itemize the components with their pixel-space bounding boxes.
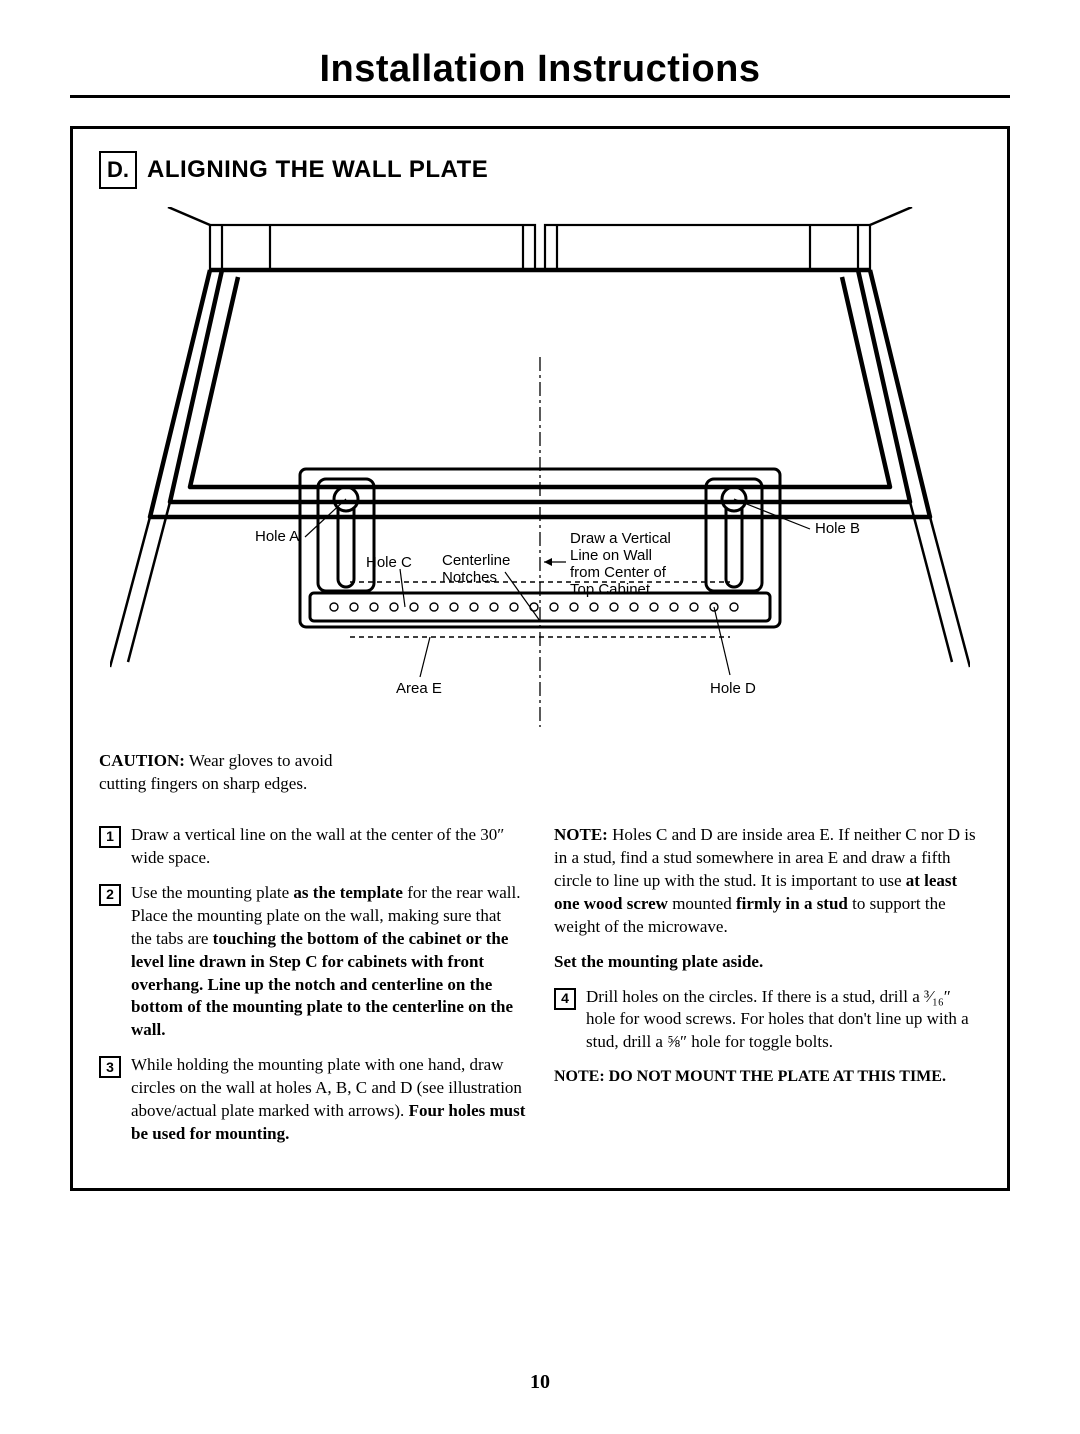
- label-vline-3: from Center of: [570, 564, 667, 581]
- label-hole-a: Hole A: [255, 528, 299, 545]
- caution-prefix: CAUTION:: [99, 751, 185, 770]
- label-centerline-2: Notches: [442, 569, 497, 586]
- svg-text:Centerline: Centerline: [442, 552, 510, 569]
- label-hole-d: Hole D: [710, 680, 756, 697]
- step-num-4: 4: [554, 988, 576, 1010]
- label-centerline-1: Centerline: [442, 552, 510, 569]
- note-block: NOTE: Holes C and D are inside area E. I…: [554, 824, 981, 939]
- label-vline-2: Line on Wall: [570, 547, 652, 564]
- svg-text:Notches: Notches: [442, 569, 497, 586]
- final-note: NOTE: DO NOT MOUNT THE PLATE AT THIS TIM…: [554, 1066, 981, 1088]
- label-hole-b: Hole B: [815, 520, 860, 537]
- step-3: 3 While holding the mounting plate with …: [99, 1054, 526, 1146]
- step-num-1: 1: [99, 826, 121, 848]
- page: Installation Instructions D. ALIGNING TH…: [0, 0, 1080, 1434]
- content-frame: D. ALIGNING THE WALL PLATE: [70, 126, 1010, 1191]
- label-vline-1: Draw a Vertical: [570, 530, 671, 547]
- title-rule: Installation Instructions: [70, 48, 1010, 98]
- step-text-4: Drill holes on the circles. If there is …: [586, 986, 981, 1055]
- right-column: NOTE: Holes C and D are inside area E. I…: [554, 824, 981, 1158]
- label-vline-4: Top Cabinet: [570, 581, 651, 598]
- label-area-e: Area E: [396, 680, 442, 697]
- step-num-3: 3: [99, 1056, 121, 1078]
- step-text-3: While holding the mounting plate with on…: [131, 1054, 526, 1146]
- step-text-2: Use the mounting plate as the template f…: [131, 882, 526, 1043]
- diagram-svg: Hole A Hole B Hole C Hole D Area E: [110, 207, 970, 727]
- left-column: 1 Draw a vertical line on the wall at th…: [99, 824, 526, 1158]
- section-title: ALIGNING THE WALL PLATE: [147, 156, 488, 184]
- caution-block: CAUTION: Wear gloves to avoid cutting fi…: [99, 750, 349, 796]
- step-num-2: 2: [99, 884, 121, 906]
- page-number: 10: [70, 1371, 1010, 1394]
- label-hole-c: Hole C: [366, 554, 412, 571]
- wall-plate-diagram: Hole A Hole B Hole C Hole D Area E: [110, 207, 970, 732]
- section-header: D. ALIGNING THE WALL PLATE: [99, 151, 981, 189]
- page-title: Installation Instructions: [70, 48, 1010, 95]
- set-aside: Set the mounting plate aside.: [554, 951, 981, 974]
- step-2: 2 Use the mounting plate as the template…: [99, 882, 526, 1043]
- step-text-1: Draw a vertical line on the wall at the …: [131, 824, 526, 870]
- section-letter: D.: [99, 151, 137, 189]
- step-1: 1 Draw a vertical line on the wall at th…: [99, 824, 526, 870]
- step-4: 4 Drill holes on the circles. If there i…: [554, 986, 981, 1055]
- instruction-columns: 1 Draw a vertical line on the wall at th…: [99, 824, 981, 1158]
